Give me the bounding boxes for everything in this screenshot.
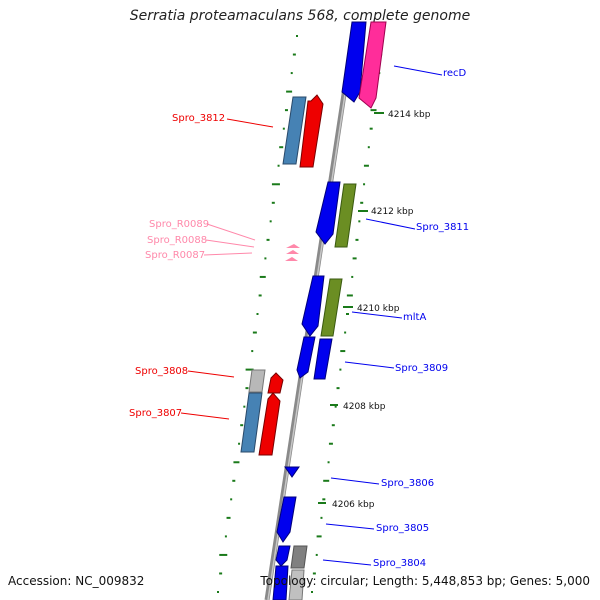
leader-mltA	[351, 311, 403, 319]
gene-spro-3807[interactable]	[258, 392, 281, 456]
leader-spro-3809	[344, 361, 395, 369]
gene-mltA[interactable]	[301, 275, 325, 337]
leader-spro-3804	[322, 559, 372, 566]
gene-recD[interactable]	[341, 21, 367, 103]
protein-spro-3804	[290, 545, 308, 569]
gene-spro-3804[interactable]	[275, 545, 291, 567]
page-title: Serratia proteamaculans 568, complete ge…	[129, 8, 471, 24]
leader-spro-3805	[325, 523, 375, 530]
accession-label: Accession: NC_009832	[8, 574, 145, 588]
leader-spro-r0088	[205, 239, 255, 248]
leader-recD	[393, 65, 443, 76]
gene-label-spro-r0087[interactable]: Spro_R0087	[145, 250, 205, 261]
gene-spro-3806[interactable]	[284, 466, 300, 478]
gene-spro-3809[interactable]	[313, 338, 333, 380]
protein-mltA	[320, 278, 343, 337]
kbp-label: 4210 kbp	[357, 304, 400, 314]
protein-spro-3812	[282, 96, 307, 165]
topology-summary: Topology: circular; Length: 5,448,853 bp…	[260, 574, 590, 588]
gene-spro-3808[interactable]	[267, 372, 284, 394]
gene-label-spro-r0088[interactable]: Spro_R0088	[147, 235, 207, 246]
protein-spro-3803	[288, 569, 305, 600]
gene-label-spro-3812[interactable]: Spro_3812	[172, 113, 225, 124]
gene-spro-3805[interactable]	[276, 496, 297, 543]
leader-spro-3806	[330, 477, 380, 485]
kbp-label: 4206 kbp	[332, 500, 375, 510]
leader-spro-3807	[180, 412, 230, 420]
gene-label-spro-3806[interactable]: Spro_3806	[381, 478, 434, 489]
gc-content-ticks	[217, 35, 384, 593]
gene-spro-3811[interactable]	[315, 181, 341, 245]
gene-label-spro-3805[interactable]: Spro_3805	[376, 523, 429, 534]
leader-spro-r0089	[206, 223, 256, 241]
protein-recD	[358, 21, 387, 109]
leader-spro-3808	[187, 370, 235, 378]
kbp-label: 4208 kbp	[343, 402, 386, 412]
rna-spro-r0089	[286, 244, 300, 248]
leader-spro-3811	[365, 218, 416, 230]
gene-label-spro-3808[interactable]: Spro_3808	[135, 366, 188, 377]
protein-spro-3807	[240, 392, 263, 453]
leader-spro-3812	[226, 118, 274, 128]
gene-spro-3812[interactable]	[299, 94, 324, 168]
leader-spro-r0087	[203, 252, 253, 256]
gene-label-spro-r0089[interactable]: Spro_R0089	[149, 219, 209, 230]
gene-label-spro-3807[interactable]: Spro_3807	[129, 408, 182, 419]
rna-spro-r0087	[285, 257, 298, 261]
gene-label-spro-3811[interactable]: Spro_3811	[416, 222, 469, 233]
kbp-label: 4214 kbp	[388, 110, 431, 120]
gene-label-spro-3804[interactable]: Spro_3804	[373, 558, 426, 569]
gene-label-mltA[interactable]: mltA	[403, 312, 426, 323]
gene-label-recD[interactable]: recD	[443, 68, 467, 79]
gene-label-spro-3809[interactable]: Spro_3809	[395, 363, 448, 374]
gene-spro-3809-a[interactable]	[296, 336, 316, 379]
gene-spro-3803[interactable]	[272, 565, 289, 600]
protein-spro-3811	[334, 183, 357, 248]
rna-spro-r0088	[286, 250, 299, 254]
kbp-label: 4212 kbp	[371, 207, 414, 217]
protein-spro-3808	[248, 369, 266, 393]
